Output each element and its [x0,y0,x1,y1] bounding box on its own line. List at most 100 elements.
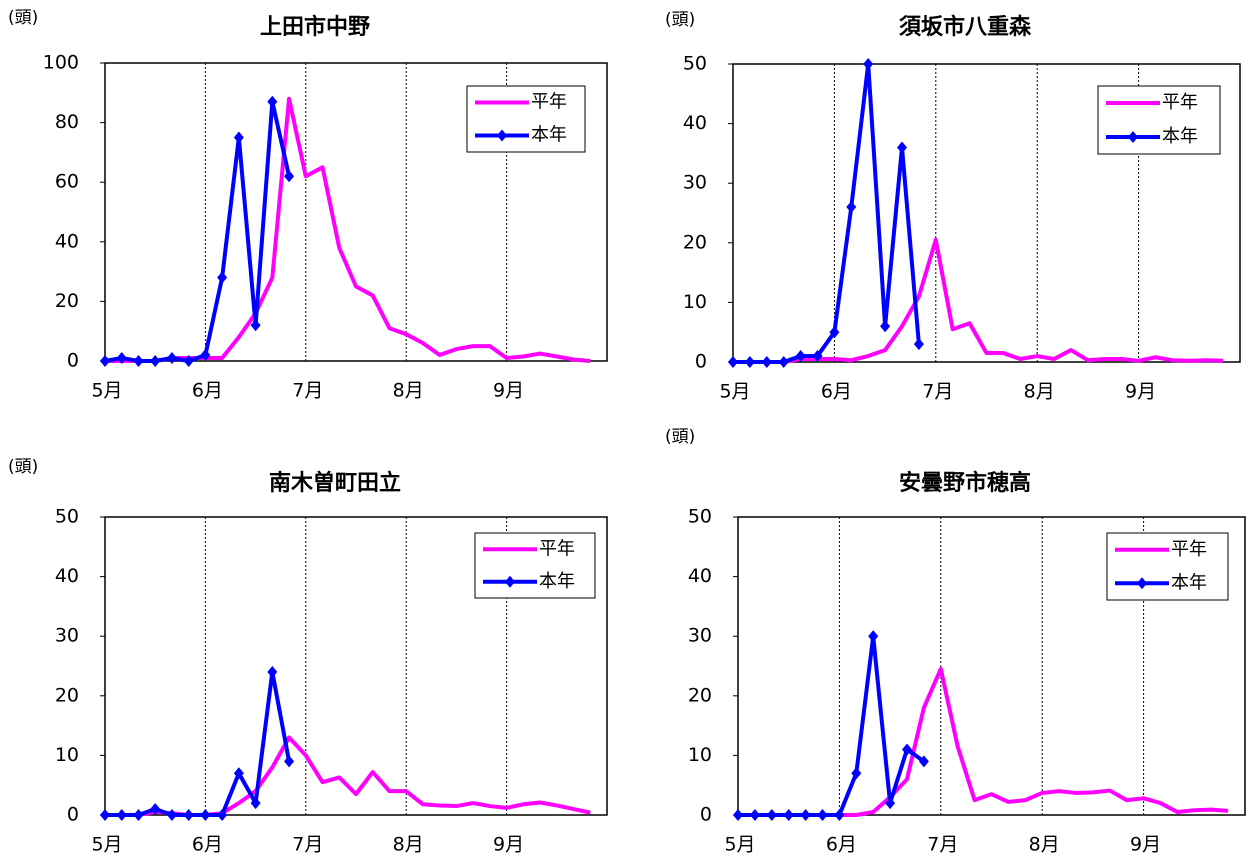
series-line [105,669,292,817]
data-point [200,349,211,362]
data-point [233,767,244,780]
legend-label: 平年 [1171,539,1207,560]
series-line [105,96,591,363]
legend-marker [1137,577,1147,590]
data-point [897,141,907,154]
y-tick-label: 50 [55,506,79,528]
chart-title: 安曇野市穂高 [899,470,1031,496]
y-tick-label: 30 [683,172,707,194]
series-line [105,735,591,817]
data-point [766,809,777,821]
data-point [100,809,110,821]
legend-label: 本年 [1171,572,1207,593]
data-point [885,797,896,810]
chart-title: 南木曽町田立 [269,470,401,496]
legend-marker [1128,131,1138,143]
y-tick-label: 40 [55,230,79,252]
x-tick-label: 7月 [292,834,323,856]
x-tick-label: 9月 [1130,834,1161,856]
data-point [250,797,261,810]
data-point [267,95,278,108]
data-point [880,320,891,333]
legend-label: 平年 [531,92,567,113]
data-point [800,809,811,821]
data-point [783,809,794,821]
y-tick-label: 20 [55,684,79,706]
y-tick-label: 0 [695,351,707,373]
plot-frame [737,516,1246,816]
legend-label: 本年 [539,571,575,592]
data-point [913,338,924,351]
data-point [918,755,929,768]
data-point [834,809,845,821]
y-axis-label: (頭) [665,427,695,447]
x-tick-label: 5月 [91,380,122,402]
data-point [284,170,295,183]
data-point [778,356,789,368]
data-point [846,201,857,214]
data-point [829,326,840,339]
y-tick-label: 20 [55,290,79,312]
legend-box [474,532,596,599]
legend-box [1106,532,1229,601]
x-tick-label: 9月 [493,834,524,856]
y-tick-label: 0 [67,804,79,826]
data-point [100,355,110,367]
x-tick-label: 8月 [393,380,424,402]
data-point [749,809,760,821]
x-tick-label: 8月 [393,834,424,856]
data-point [744,356,755,368]
chart-title: 須坂市八重森 [899,14,1032,40]
y-tick-label: 20 [688,684,712,706]
x-tick-label: 7月 [292,380,323,402]
data-point [233,131,244,144]
x-tick-label: 6月 [192,380,223,402]
y-tick-label: 80 [55,111,79,133]
data-point [863,58,874,70]
data-point [267,665,278,678]
y-tick-label: 50 [683,53,707,75]
y-tick-label: 50 [688,506,712,528]
y-tick-label: 40 [55,565,79,587]
x-tick-label: 6月 [821,381,852,403]
data-point [200,809,211,821]
data-point [150,803,161,816]
x-tick-label: 9月 [1125,381,1156,403]
legend-label: 本年 [531,125,567,146]
series-line [733,237,1224,364]
legend-marker [505,575,515,588]
x-tick-label: 8月 [1029,834,1060,856]
y-tick-label: 10 [55,744,79,766]
series-line [738,634,926,817]
legend-marker [497,129,507,142]
y-axis-label: (頭) [665,10,695,30]
data-point [166,352,177,365]
y-tick-label: 100 [43,52,79,74]
plot-frame [104,516,608,816]
y-tick-label: 10 [688,744,712,766]
data-point [116,809,127,821]
legend-box [466,85,586,153]
y-tick-label: 0 [67,350,79,372]
series-line [104,99,292,363]
series-line [738,666,1229,817]
x-tick-label: 9月 [493,380,524,402]
data-point [902,743,912,756]
data-point [761,356,772,368]
y-tick-label: 30 [55,625,79,647]
x-tick-label: 5月 [719,381,750,403]
x-tick-label: 7月 [927,834,958,856]
series-line [733,62,921,364]
data-point [817,809,828,821]
data-point [183,809,194,821]
data-point [217,809,228,821]
x-tick-label: 8月 [1024,381,1055,403]
y-tick-label: 0 [700,804,712,826]
plot-frame [732,63,1241,363]
data-point [868,630,879,643]
legend-box [1097,85,1221,155]
y-tick-label: 30 [688,625,712,647]
